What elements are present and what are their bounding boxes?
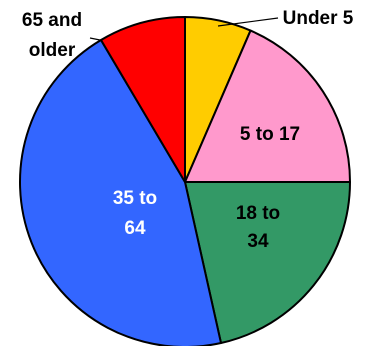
label-65-and-older: 65 and older: [22, 10, 82, 61]
leader-lines: [89, 17, 279, 41]
label-5-to-17: 5 to 17: [240, 124, 300, 145]
leader-line: [217, 17, 279, 27]
leader-line: [89, 37, 101, 41]
pie-slices: [19, 16, 351, 346]
slice-18-to-34: [184, 181, 351, 345]
label-18-to-34: 18 to 34: [236, 203, 280, 252]
label-under-5: Under 5: [283, 8, 354, 29]
slice-labels: Under 5 5 to 17 18 to 34 35 to 64 65 and older: [22, 8, 354, 252]
slice-35-to-64: [19, 38, 222, 346]
slice-65-and-older: [100, 16, 186, 183]
label-35-to-64: 35 to 64: [113, 188, 157, 239]
slice-5-to-17: [184, 29, 351, 183]
